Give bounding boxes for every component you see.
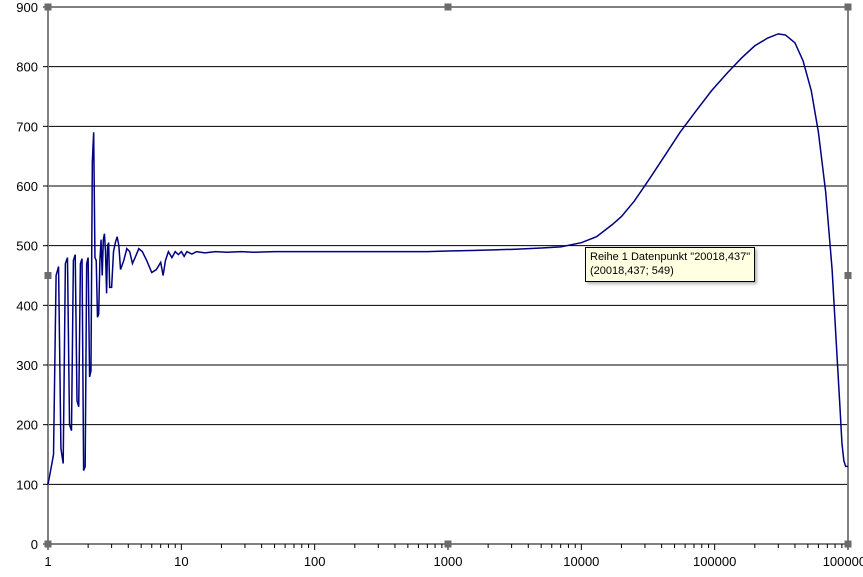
svg-text:0: 0 [31, 537, 38, 552]
svg-text:100: 100 [304, 554, 326, 569]
chart-svg: 0 100 200 300 400 500 600 700 800 900 1 10 100 1000 10… [0, 0, 863, 577]
svg-text:200: 200 [16, 418, 38, 433]
svg-text:100: 100 [16, 477, 38, 492]
svg-text:10000: 10000 [563, 554, 599, 569]
svg-text:1000: 1000 [434, 554, 463, 569]
svg-text:800: 800 [16, 60, 38, 75]
svg-text:1000000: 1000000 [823, 554, 863, 569]
tooltip-line1: Reihe 1 Datenpunkt "20018,437" [590, 251, 750, 263]
svg-text:100000: 100000 [693, 554, 736, 569]
svg-text:900: 900 [16, 0, 38, 15]
svg-text:400: 400 [16, 298, 38, 313]
svg-text:700: 700 [16, 119, 38, 134]
datapoint-tooltip: Reihe 1 Datenpunkt "20018,437" (20018,43… [585, 247, 755, 282]
svg-text:600: 600 [16, 179, 38, 194]
svg-text:300: 300 [16, 358, 38, 373]
tooltip-line2: (20018,437; 549) [590, 265, 674, 277]
svg-text:500: 500 [16, 239, 38, 254]
svg-text:10: 10 [174, 554, 188, 569]
svg-text:1: 1 [44, 554, 51, 569]
line-chart: 0 100 200 300 400 500 600 700 800 900 1 10 100 1000 10… [0, 0, 863, 577]
